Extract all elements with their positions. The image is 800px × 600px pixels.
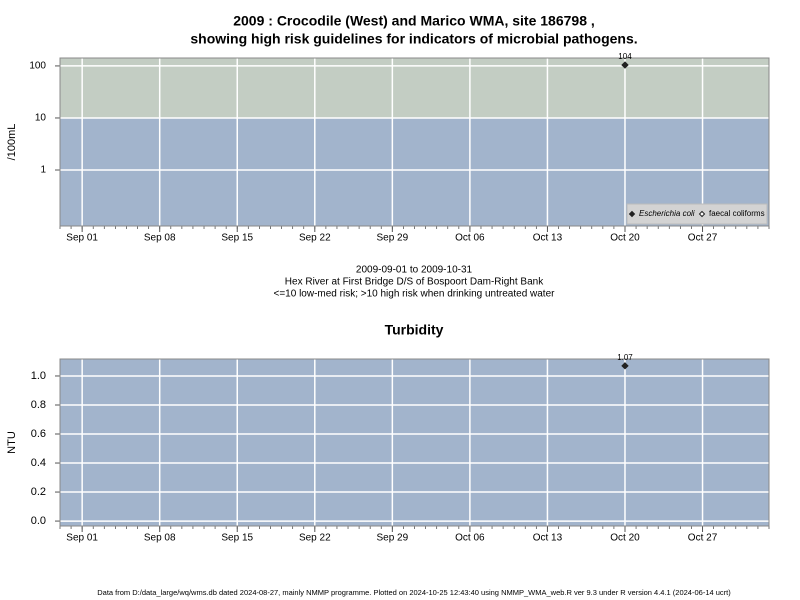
x-tick-label: Oct 06: [455, 533, 485, 544]
x-tick-label: Sep 01: [66, 233, 98, 244]
y-tick-label: 1: [40, 165, 46, 176]
y-tick-label: 0.4: [31, 457, 46, 469]
y-tick-label: 0.2: [31, 486, 46, 498]
x-tick-label: Sep 08: [144, 233, 176, 244]
footer: Data from D:/data_large/wq/wms.db dated …: [97, 588, 731, 597]
x-tick-label: Sep 29: [376, 233, 408, 244]
y-tick-label: 1.0: [31, 370, 46, 382]
x-tick-label: Oct 06: [455, 233, 485, 244]
y-tick-label: 10: [35, 113, 47, 124]
x-tick-label: Oct 20: [610, 233, 640, 244]
y-tick-label: 100: [29, 61, 46, 72]
note: Hex River at First Bridge D/S of Bospoor…: [285, 277, 544, 288]
chart-title: 2009 : Crocodile (West) and Marico WMA, …: [233, 13, 595, 29]
legend-marker: [698, 210, 706, 218]
chart-title: Turbidity: [385, 322, 444, 338]
high-risk-band: [60, 58, 769, 118]
legend-label: faecal coliforms: [709, 209, 765, 218]
x-tick-label: Oct 20: [610, 533, 640, 544]
data-point: [621, 61, 629, 69]
y-tick-label: 0.6: [31, 428, 46, 440]
x-tick-label: Oct 13: [533, 533, 563, 544]
x-tick-label: Sep 15: [221, 533, 253, 544]
y-axis-label: /100mL: [6, 124, 18, 161]
y-axis-label: NTU: [6, 431, 18, 454]
legend-label: Escherichia coli: [639, 209, 695, 218]
legend-marker: [628, 210, 636, 218]
plot-background: [60, 359, 769, 526]
x-tick-label: Sep 22: [299, 233, 331, 244]
legend-box: [626, 203, 768, 225]
x-tick-label: Oct 13: [533, 233, 563, 244]
note: 2009-09-01 to 2009-10-31: [356, 265, 473, 276]
data-point: [621, 362, 629, 370]
x-tick-label: Sep 15: [221, 233, 253, 244]
x-tick-label: Sep 29: [376, 533, 408, 544]
note: <=10 low-med risk; >10 high risk when dr…: [274, 289, 556, 300]
y-tick-label: 0.8: [31, 399, 46, 411]
x-tick-label: Oct 27: [688, 533, 718, 544]
x-tick-label: Sep 01: [66, 533, 98, 544]
data-label: 1.07: [617, 353, 633, 362]
plot-border: [59, 57, 770, 227]
data-label: 104: [618, 52, 632, 61]
x-tick-label: Sep 22: [299, 533, 331, 544]
y-tick-label: 0.0: [31, 515, 46, 527]
chart-title: showing high risk guidelines for indicat…: [190, 31, 637, 47]
x-tick-label: Sep 08: [144, 533, 176, 544]
x-tick-label: Oct 27: [688, 233, 718, 244]
plot-border: [59, 358, 770, 527]
